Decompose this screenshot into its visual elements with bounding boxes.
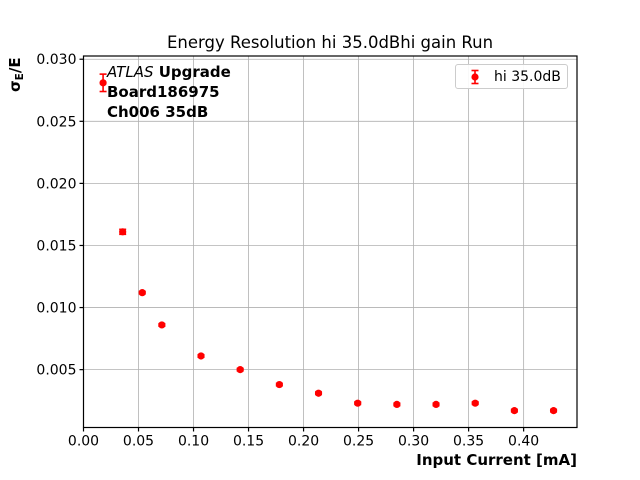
axes-border <box>82 55 578 429</box>
annotation-atlas: ATLAS <box>107 63 154 81</box>
data-point <box>197 352 205 360</box>
y-tick-label: 0.030 <box>36 52 76 68</box>
y-tick-label: 0.025 <box>36 114 76 130</box>
data-point <box>158 321 166 329</box>
legend-label: hi 35.0dB <box>494 68 561 85</box>
x-tick-label: 0.10 <box>178 434 209 450</box>
x-tick-label: 0.05 <box>123 434 154 450</box>
x-tick-label: 0.25 <box>343 434 374 450</box>
plot-annotation: ATLAS Upgrade Board186975 Ch006 35dB <box>107 62 231 122</box>
x-tick-label: 0.30 <box>398 434 429 450</box>
x-tick-label: 0.00 <box>68 434 99 450</box>
x-tick-label: 0.15 <box>233 434 264 450</box>
data-point <box>549 407 558 415</box>
y-tick-label: 0.005 <box>36 363 76 379</box>
y-tick-label: 0.015 <box>36 238 76 254</box>
annotation-upgrade: Upgrade <box>153 63 231 81</box>
y-tick-label: 0.020 <box>36 176 76 192</box>
legend-errorbar-icon <box>471 69 479 84</box>
y-axis-label-subscript: E <box>14 73 26 81</box>
x-tick-label: 0.40 <box>508 434 539 450</box>
legend-box: hi 35.0dB <box>455 64 568 89</box>
chart-title: Energy Resolution hi 35.0dBhi gain Run <box>166 33 494 52</box>
data-point <box>432 400 440 409</box>
x-axis-label: Input Current [mA] <box>416 451 577 469</box>
annotation-line-2: Board186975 <box>107 83 220 101</box>
y-tick-label: 0.010 <box>36 301 76 317</box>
data-point <box>138 289 146 297</box>
data-point <box>314 389 323 397</box>
x-tick-label: 0.35 <box>453 434 484 450</box>
data-point <box>99 79 107 87</box>
y-axis-label-sigma: σ <box>6 80 24 92</box>
y-axis-label: σE/E <box>6 57 26 92</box>
data-point <box>236 366 244 374</box>
annotation-line-3: Ch006 35dB <box>107 103 209 121</box>
data-point <box>393 400 401 409</box>
data-point <box>275 380 283 389</box>
y-axis-label-rest: /E <box>6 57 24 74</box>
data-point <box>471 399 479 407</box>
annotation-line-1: ATLAS Upgrade <box>107 62 231 82</box>
data-point <box>354 399 362 407</box>
x-tick-label: 0.20 <box>288 434 319 450</box>
data-point <box>119 228 127 236</box>
data-point <box>510 407 518 415</box>
